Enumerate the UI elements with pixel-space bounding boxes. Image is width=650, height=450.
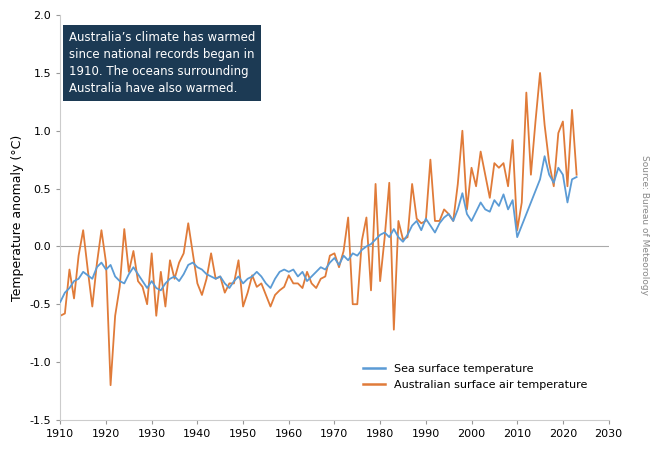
Sea surface temperature: [449, 218, 457, 224]
Australian surface air temperature: [536, 70, 544, 76]
Sea surface temperature: [198, 267, 206, 272]
Australian surface air temperature: [203, 276, 211, 282]
Australian surface air temperature: [107, 382, 114, 388]
Sea surface temperature: [541, 153, 549, 159]
Sea surface temperature: [57, 299, 64, 305]
Australian surface air temperature: [454, 181, 462, 187]
Australian surface air temperature: [120, 226, 128, 232]
Line: Australian surface air temperature: Australian surface air temperature: [60, 73, 577, 385]
Australian surface air temperature: [573, 172, 580, 177]
Line: Sea surface temperature: Sea surface temperature: [60, 156, 577, 302]
Sea surface temperature: [116, 279, 124, 284]
Australian surface air temperature: [262, 292, 270, 297]
Australian surface air temperature: [395, 218, 402, 224]
Text: Source: Bureau of Meteorology: Source: Bureau of Meteorology: [640, 155, 649, 295]
Legend: Sea surface temperature, Australian surface air temperature: Sea surface temperature, Australian surf…: [359, 360, 592, 394]
Sea surface temperature: [573, 174, 580, 180]
Sea surface temperature: [257, 274, 265, 279]
Sea surface temperature: [203, 271, 211, 277]
Australian surface air temperature: [57, 313, 64, 319]
Y-axis label: Temperature anomaly (°C): Temperature anomaly (°C): [11, 135, 24, 301]
Australian surface air temperature: [207, 251, 215, 256]
Text: Australia’s climate has warmed
since national records began in
1910. The oceans : Australia’s climate has warmed since nat…: [68, 32, 255, 95]
Sea surface temperature: [390, 226, 398, 232]
